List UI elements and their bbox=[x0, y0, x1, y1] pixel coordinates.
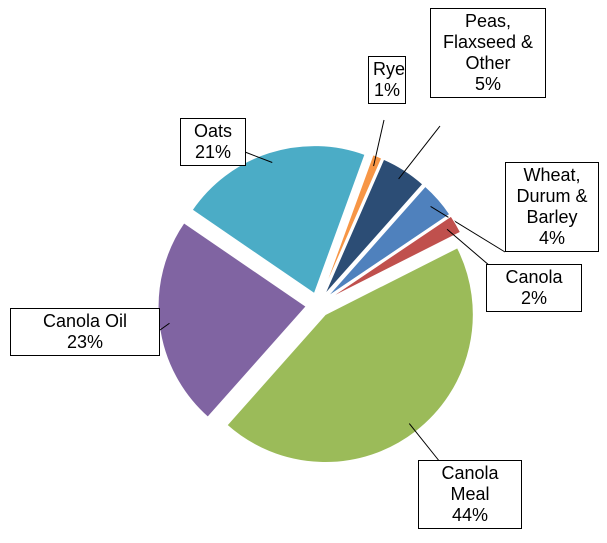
callout-label: Rye 1% bbox=[368, 56, 406, 104]
percent-label: 23% bbox=[66, 332, 104, 352]
leader-line bbox=[373, 119, 385, 167]
percent-label: 44% bbox=[451, 505, 489, 525]
leader-line bbox=[446, 228, 491, 267]
callout-label: Canola Oil 23% bbox=[10, 308, 160, 356]
callout-label: Wheat, Durum & Barley 4% bbox=[505, 162, 599, 252]
pie-slice bbox=[321, 154, 383, 295]
leader-line bbox=[398, 125, 441, 180]
callout-label: Peas, Flaxseed & Other 5% bbox=[430, 8, 546, 98]
pie-slice bbox=[324, 158, 424, 296]
leader-line bbox=[244, 151, 273, 163]
pie-slice bbox=[328, 215, 462, 300]
percent-label: 21% bbox=[194, 142, 232, 162]
category-label: Canola Meal bbox=[441, 463, 499, 504]
category-label: Canola Oil bbox=[42, 311, 128, 331]
callout-label: Oats 21% bbox=[180, 118, 246, 166]
pie-slice bbox=[326, 185, 451, 298]
category-label: Oats bbox=[193, 121, 232, 141]
percent-label: 5% bbox=[474, 74, 501, 94]
leader-line bbox=[430, 206, 506, 253]
percent-label: 4% bbox=[538, 228, 565, 248]
category-label: Peas, Flaxseed & Other bbox=[442, 11, 534, 73]
callout-label: Canola 2% bbox=[486, 264, 582, 312]
percent-label: 2% bbox=[520, 288, 547, 308]
category-label: Wheat, Durum & Barley bbox=[516, 165, 588, 227]
leader-line bbox=[408, 423, 441, 463]
leader-line bbox=[159, 322, 170, 331]
category-label: Rye bbox=[373, 59, 406, 79]
percent-label: 1% bbox=[373, 80, 400, 100]
category-label: Canola bbox=[505, 267, 563, 287]
pie-slice bbox=[191, 145, 366, 295]
callout-label: Canola Meal 44% bbox=[418, 460, 522, 529]
